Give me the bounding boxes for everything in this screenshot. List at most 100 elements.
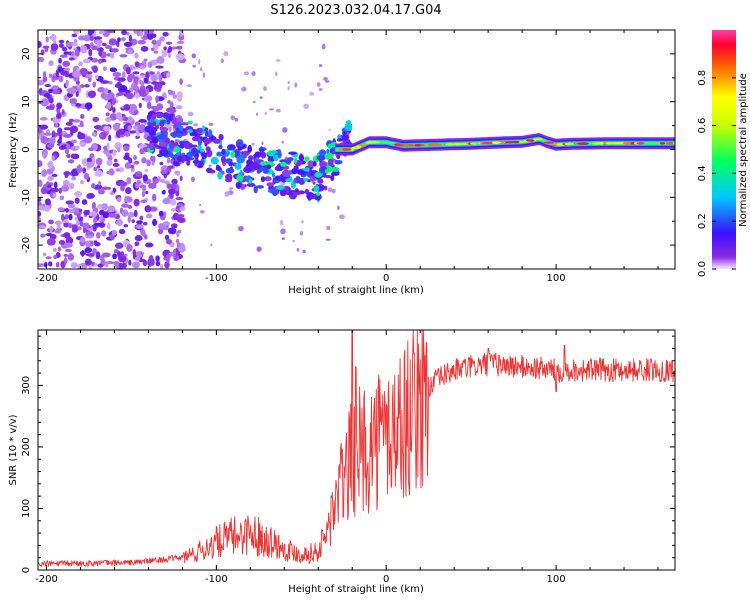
noise-blob [111, 48, 119, 53]
noise-blob [95, 231, 101, 239]
noise-blob [42, 71, 47, 78]
noise-blob [93, 166, 98, 172]
noise-blob [112, 107, 116, 113]
noise-blob [106, 30, 116, 34]
noise-blob [101, 42, 107, 47]
scatter-band-blob [161, 146, 168, 154]
scatter-band-blob [295, 175, 301, 184]
scatter-band-blob [316, 155, 326, 161]
colorbar-tick-label: 0.6 [697, 118, 708, 134]
noise-blob [118, 181, 128, 187]
scatter-band-blob [273, 154, 279, 162]
halo-blob [303, 103, 310, 109]
scatter-band-blob [216, 151, 224, 157]
scatter-band-blob [262, 168, 269, 174]
noise-blob [65, 207, 69, 213]
scatter-band-blob [180, 122, 189, 126]
scatter-band-blob [197, 138, 203, 146]
noise-blob [48, 73, 53, 79]
halo-blob [256, 246, 262, 252]
scatter-band-blob [321, 166, 326, 171]
noise-blob [55, 261, 60, 268]
halo-blob [337, 205, 340, 210]
noise-blob [63, 51, 71, 55]
scatter-band-blob [162, 112, 170, 119]
scatter-band-blob [248, 178, 253, 184]
noise-blob [120, 185, 125, 192]
halo-blob [187, 111, 194, 117]
noise-blob [117, 166, 125, 173]
scatter-band-blob [236, 182, 242, 188]
noise-blob [97, 180, 101, 186]
scatter-band-blob [344, 123, 353, 132]
noise-blob [159, 178, 166, 184]
noise-blob [131, 219, 135, 224]
noise-blob [116, 40, 120, 47]
noise-blob [123, 104, 131, 111]
ridge-hotspot [491, 141, 502, 144]
noise-blob [166, 253, 171, 261]
noise-blob [61, 109, 65, 115]
snr-plot-area [38, 330, 675, 570]
noise-blob [75, 220, 80, 226]
ridge-hotspot [370, 141, 380, 144]
ridge-hotspot [430, 143, 443, 146]
noise-blob [38, 41, 42, 48]
spectrogram-ytick-label: -10 [21, 189, 32, 205]
scatter-band-blob [228, 161, 234, 167]
halo-blob [255, 112, 259, 116]
scatter-band-blob [294, 188, 299, 193]
noise-blob [121, 209, 129, 217]
noise-blob [53, 255, 58, 260]
halo-blob [264, 112, 267, 115]
noise-blob [112, 149, 117, 157]
noise-blob [47, 175, 54, 181]
noise-blob [147, 258, 151, 267]
scatter-band-blob [215, 165, 222, 171]
noise-blob [103, 125, 111, 132]
noise-blob [64, 248, 72, 253]
noise-blob [50, 43, 59, 51]
noise-blob [63, 133, 72, 139]
noise-blob [133, 198, 140, 207]
scatter-band-blob [260, 176, 266, 183]
noise-blob [65, 79, 69, 88]
noise-blob [118, 263, 128, 268]
noise-blob [68, 87, 77, 95]
colorbar-gradient [712, 30, 736, 269]
snr-ytick-label: 200 [21, 437, 32, 456]
noise-blob [85, 240, 91, 249]
noise-blob [96, 165, 101, 169]
noise-blob [173, 254, 180, 262]
noise-blob [132, 154, 138, 161]
noise-blob [67, 253, 75, 261]
noise-blob [175, 105, 183, 110]
scatter-band-blob [259, 161, 268, 166]
noise-blob [98, 51, 102, 57]
noise-blob [40, 233, 46, 238]
scatter-band-blob [220, 155, 226, 163]
noise-blob [109, 67, 118, 73]
scatter-band-blob [175, 127, 180, 133]
noise-blob [79, 120, 84, 127]
noise-blob [74, 145, 81, 150]
scatter-band-blob [236, 173, 244, 182]
noise-blob [166, 157, 171, 164]
halo-blob [338, 214, 345, 220]
noise-blob [70, 139, 78, 144]
noise-blob [99, 133, 104, 138]
noise-blob [104, 87, 109, 95]
noise-blob [85, 235, 94, 239]
noise-blob [52, 193, 57, 198]
noise-blob [40, 98, 49, 107]
noise-blob [82, 167, 87, 174]
ridge-hotspot [605, 142, 613, 145]
noise-blob [179, 78, 183, 86]
scatter-band-blob [255, 164, 263, 170]
noise-blob [44, 92, 51, 98]
noise-blob [58, 134, 63, 142]
noise-blob [118, 128, 125, 136]
noise-blob [86, 157, 92, 163]
noise-blob [107, 134, 112, 142]
spectrogram-xtick-label: 100 [547, 273, 566, 284]
